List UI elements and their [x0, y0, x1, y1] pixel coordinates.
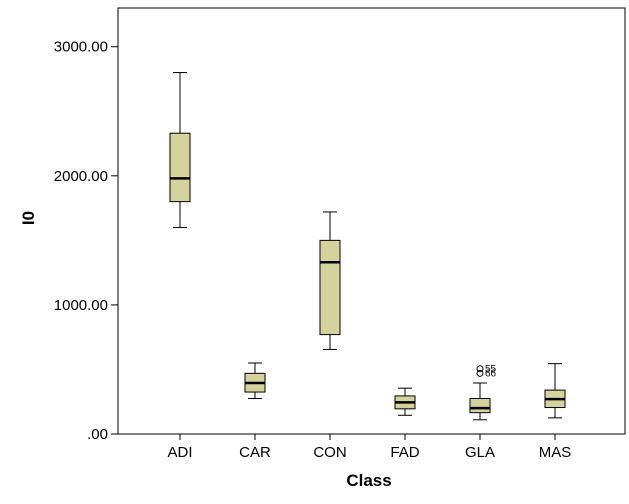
box-group-fad — [394, 387, 416, 416]
outlier-label: 66 — [485, 368, 497, 379]
y-axis-title: I0 — [19, 211, 38, 225]
box-group-car — [244, 362, 266, 399]
x-tick-label: CON — [313, 444, 346, 461]
x-tick-label: CAR — [239, 444, 271, 461]
box — [469, 398, 491, 414]
box — [319, 239, 341, 336]
x-tick-label: MAS — [539, 444, 572, 461]
box-group-adi — [169, 72, 191, 228]
box-group-con — [319, 211, 341, 350]
x-tick-label: GLA — [465, 444, 495, 461]
x-tick-label: FAD — [390, 444, 419, 461]
y-tick-label: 2000.00 — [54, 168, 108, 185]
x-tick-label: ADI — [167, 444, 192, 461]
box — [169, 132, 191, 203]
plot-frame — [117, 7, 626, 435]
outlier-point — [476, 365, 484, 373]
y-tick-label: .00 — [87, 426, 108, 443]
outlier-point — [476, 369, 484, 377]
y-tick-label: 3000.00 — [54, 39, 108, 56]
x-axis-title: Class — [346, 471, 391, 490]
box-group-mas — [544, 363, 566, 419]
outlier-label: 55 — [485, 364, 497, 375]
y-tick-label: 1000.00 — [54, 297, 108, 314]
